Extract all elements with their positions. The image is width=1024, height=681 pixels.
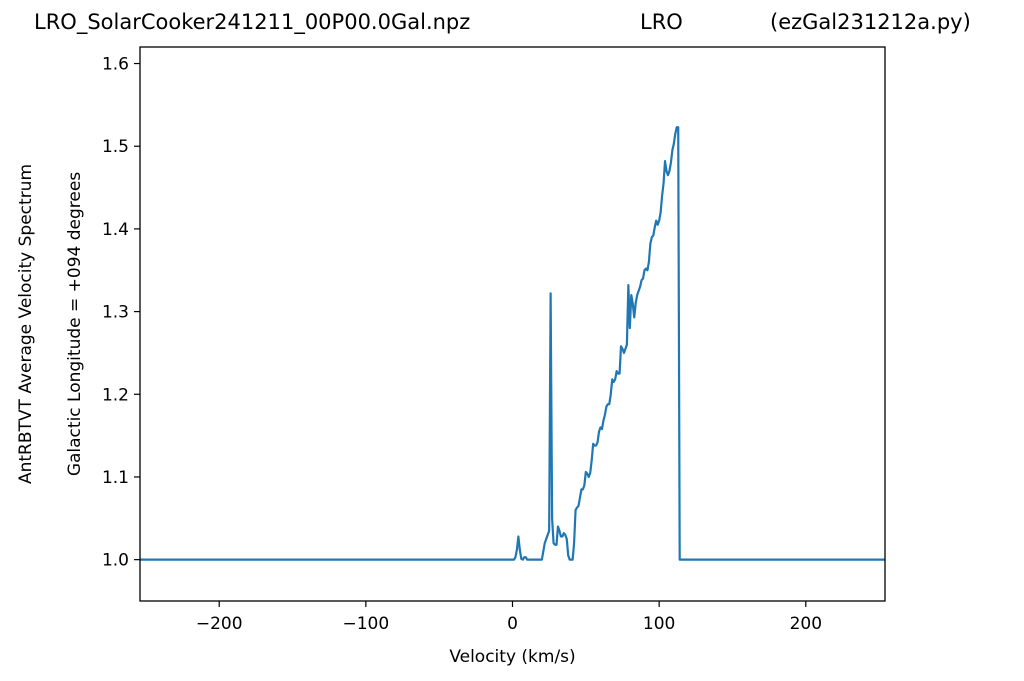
y-tick-label: 1.4 bbox=[102, 220, 129, 240]
y-tick-label: 1.2 bbox=[102, 385, 129, 405]
y-tick-label: 1.6 bbox=[102, 55, 129, 75]
y-tick: 1.4 bbox=[102, 220, 140, 240]
x-tick: 100 bbox=[643, 601, 675, 634]
y-tick: 1.0 bbox=[102, 551, 140, 571]
y-tick-label: 1.3 bbox=[102, 303, 129, 323]
x-tick: 200 bbox=[790, 601, 822, 634]
plot-frame bbox=[139, 46, 886, 602]
x-tick-label: 200 bbox=[790, 614, 822, 634]
x-tick-label: −200 bbox=[196, 614, 243, 634]
y-tick: 1.5 bbox=[102, 137, 140, 157]
x-tick-label: 100 bbox=[643, 614, 675, 634]
spectrum-line bbox=[140, 126, 885, 561]
y-tick: 1.2 bbox=[102, 385, 140, 405]
x-axis-label: Velocity (km/s) bbox=[449, 647, 575, 667]
x-tick-label: −100 bbox=[342, 614, 389, 634]
chart-title-observatory: LRO bbox=[640, 10, 683, 34]
y-tick-label: 1.1 bbox=[102, 468, 129, 488]
chart-title-script: (ezGal231212a.py) bbox=[770, 10, 971, 34]
y-tick: 1.3 bbox=[102, 303, 140, 323]
chart-title-filename: LRO_SolarCooker241211_00P00.0Gal.npz bbox=[34, 10, 471, 34]
y-axis-label-inner: Galactic Longitude = +094 degrees bbox=[65, 172, 85, 476]
y-axis-label-outer: AntRBTVT Average Velocity Spectrum bbox=[16, 164, 36, 484]
x-tick-label: 0 bbox=[507, 614, 518, 634]
y-tick: 1.6 bbox=[102, 55, 140, 75]
y-tick-label: 1.0 bbox=[102, 551, 129, 571]
x-tick: −200 bbox=[196, 601, 243, 634]
y-tick-label: 1.5 bbox=[102, 137, 129, 157]
x-tick: −100 bbox=[342, 601, 389, 634]
y-tick: 1.1 bbox=[102, 468, 140, 488]
x-tick: 0 bbox=[507, 601, 518, 634]
